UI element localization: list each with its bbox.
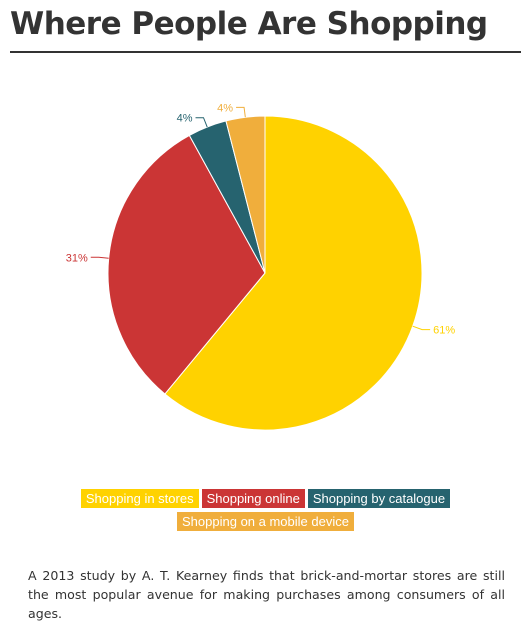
label-catalogue: 4%	[177, 113, 193, 125]
pie-chart: 61% 31% 4% 4%	[66, 102, 455, 431]
legend-item-catalogue[interactable]: Shopping by catalogue	[307, 489, 451, 508]
label-stores: 61%	[433, 325, 455, 337]
legend: Shopping in stores Shopping online Shopp…	[0, 489, 531, 535]
label-stores-leader	[412, 325, 431, 331]
legend-row-1: Shopping in stores Shopping online Shopp…	[0, 489, 531, 508]
title-divider	[10, 51, 521, 53]
caption: A 2013 study by A. T. Kearney finds that…	[28, 568, 505, 621]
label-mobile: 4%	[217, 102, 233, 114]
legend-item-stores[interactable]: Shopping in stores	[80, 489, 199, 508]
label-online: 31%	[66, 252, 88, 264]
label-online-leader	[90, 256, 109, 259]
label-catalogue-leader	[195, 117, 208, 128]
slice-stores[interactable]	[164, 115, 423, 431]
legend-row-2: Shopping on a mobile device	[0, 512, 531, 531]
chart-title: Where People Are Shopping	[10, 6, 488, 42]
legend-item-mobile[interactable]: Shopping on a mobile device	[177, 512, 354, 531]
slice-mobile[interactable]	[225, 115, 266, 274]
label-mobile-leader	[236, 106, 246, 118]
legend-item-online[interactable]: Shopping online	[201, 489, 305, 508]
